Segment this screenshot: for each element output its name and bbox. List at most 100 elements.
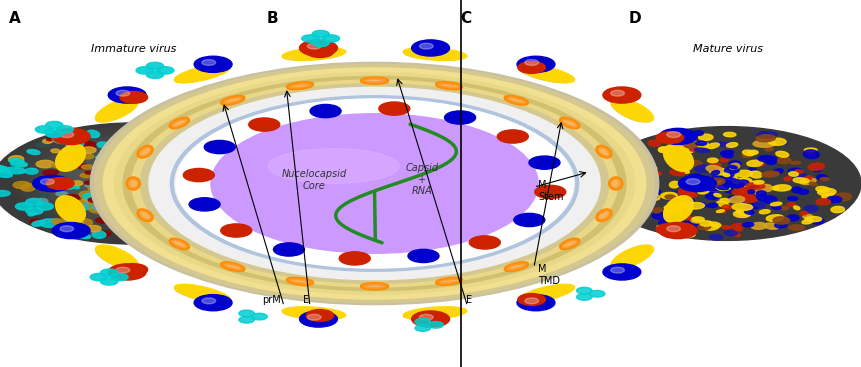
Ellipse shape — [4, 167, 26, 174]
Ellipse shape — [142, 169, 152, 173]
Ellipse shape — [185, 142, 193, 146]
Circle shape — [108, 87, 146, 103]
Circle shape — [577, 294, 592, 300]
Ellipse shape — [155, 162, 166, 166]
Ellipse shape — [664, 196, 693, 223]
Ellipse shape — [248, 202, 259, 205]
Ellipse shape — [144, 168, 160, 175]
Ellipse shape — [125, 193, 135, 198]
Ellipse shape — [78, 142, 96, 149]
Ellipse shape — [672, 205, 682, 209]
Ellipse shape — [631, 171, 645, 175]
Ellipse shape — [519, 284, 574, 302]
Ellipse shape — [108, 196, 133, 204]
Ellipse shape — [208, 170, 223, 177]
Ellipse shape — [197, 202, 208, 207]
Ellipse shape — [194, 155, 210, 162]
Ellipse shape — [224, 136, 237, 142]
Ellipse shape — [128, 172, 139, 177]
Ellipse shape — [793, 178, 809, 183]
Ellipse shape — [689, 142, 709, 149]
Circle shape — [0, 123, 276, 244]
Ellipse shape — [243, 152, 256, 157]
Circle shape — [202, 59, 216, 65]
Circle shape — [181, 101, 568, 266]
Ellipse shape — [159, 154, 176, 161]
Circle shape — [656, 224, 684, 235]
Ellipse shape — [722, 226, 731, 229]
Ellipse shape — [657, 225, 665, 228]
Ellipse shape — [758, 156, 777, 162]
Ellipse shape — [86, 225, 101, 232]
Ellipse shape — [130, 177, 139, 181]
Circle shape — [312, 39, 329, 47]
Ellipse shape — [124, 175, 139, 182]
Ellipse shape — [765, 172, 772, 177]
Text: Mature virus: Mature virus — [692, 44, 763, 54]
Ellipse shape — [0, 190, 10, 196]
Ellipse shape — [237, 165, 256, 174]
Ellipse shape — [175, 65, 230, 83]
Ellipse shape — [130, 184, 139, 187]
Ellipse shape — [121, 186, 133, 191]
Ellipse shape — [692, 217, 704, 222]
Circle shape — [594, 127, 861, 240]
Ellipse shape — [734, 185, 744, 188]
Ellipse shape — [768, 138, 786, 145]
Ellipse shape — [720, 180, 734, 187]
Ellipse shape — [95, 187, 109, 192]
Ellipse shape — [804, 148, 817, 152]
Ellipse shape — [133, 181, 146, 186]
Ellipse shape — [70, 201, 82, 206]
Ellipse shape — [25, 168, 38, 174]
Ellipse shape — [741, 195, 757, 203]
Ellipse shape — [188, 214, 196, 217]
Ellipse shape — [110, 188, 122, 192]
Ellipse shape — [792, 173, 808, 180]
Ellipse shape — [803, 150, 820, 159]
Circle shape — [18, 127, 266, 233]
Text: M
Stem: M Stem — [538, 180, 564, 201]
Ellipse shape — [715, 185, 728, 190]
Ellipse shape — [251, 174, 269, 180]
Circle shape — [610, 90, 624, 96]
Ellipse shape — [90, 195, 103, 201]
Ellipse shape — [139, 211, 153, 219]
Ellipse shape — [787, 203, 796, 206]
Ellipse shape — [289, 83, 311, 88]
Ellipse shape — [67, 162, 77, 167]
Ellipse shape — [10, 161, 28, 167]
Ellipse shape — [62, 209, 76, 216]
Ellipse shape — [738, 180, 749, 185]
Ellipse shape — [258, 190, 271, 195]
Ellipse shape — [203, 165, 220, 171]
Ellipse shape — [640, 170, 647, 175]
Circle shape — [194, 295, 232, 311]
Ellipse shape — [709, 222, 721, 227]
Ellipse shape — [616, 169, 632, 176]
Ellipse shape — [789, 172, 798, 176]
Ellipse shape — [736, 170, 753, 177]
Ellipse shape — [78, 233, 89, 238]
Circle shape — [603, 87, 641, 103]
Text: A: A — [9, 11, 21, 26]
Ellipse shape — [79, 153, 94, 159]
Ellipse shape — [816, 186, 829, 192]
Ellipse shape — [636, 165, 651, 171]
Ellipse shape — [742, 223, 753, 227]
Ellipse shape — [707, 180, 722, 186]
Ellipse shape — [104, 160, 112, 164]
Ellipse shape — [685, 233, 695, 237]
Ellipse shape — [89, 206, 106, 213]
Ellipse shape — [143, 208, 157, 214]
Text: D: D — [629, 11, 641, 26]
Circle shape — [310, 105, 341, 118]
Ellipse shape — [105, 185, 126, 194]
Ellipse shape — [181, 182, 197, 188]
Ellipse shape — [168, 158, 183, 164]
Ellipse shape — [687, 161, 702, 167]
Ellipse shape — [46, 137, 56, 141]
Ellipse shape — [127, 137, 141, 144]
Ellipse shape — [175, 286, 226, 302]
Ellipse shape — [175, 226, 188, 231]
